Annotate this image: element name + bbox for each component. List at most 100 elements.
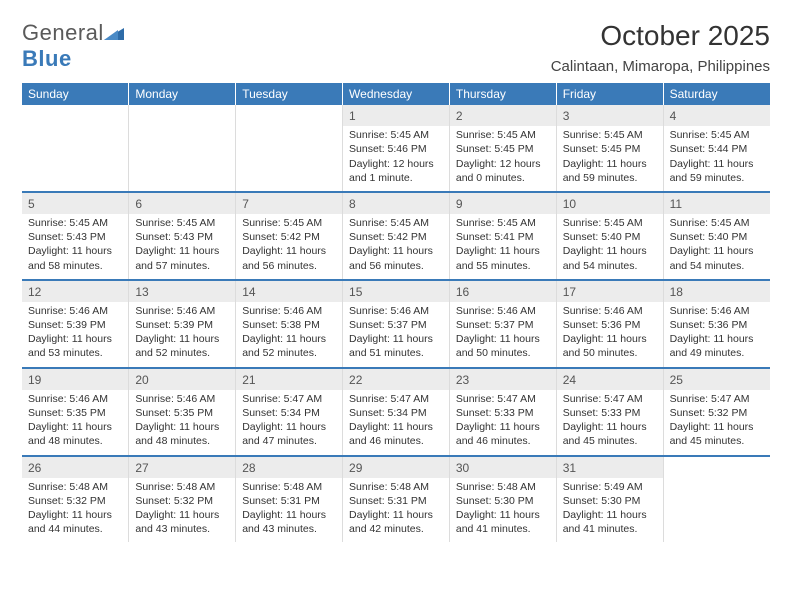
day-detail-cell: Sunrise: 5:46 AMSunset: 5:36 PMDaylight:… <box>663 302 770 368</box>
day-number-cell: 5 <box>22 192 129 214</box>
sunset-text: Sunset: 5:42 PM <box>349 230 443 244</box>
day-number: 12 <box>22 281 128 302</box>
logo-word-b: Blue <box>22 46 72 71</box>
location-text: Calintaan, Mimaropa, Philippines <box>551 58 770 75</box>
daylight-text: Daylight: 11 hours and 50 minutes. <box>456 332 550 360</box>
day-number-cell: 13 <box>129 280 236 302</box>
day-number-cell: 11 <box>663 192 770 214</box>
daylight-text: Daylight: 11 hours and 47 minutes. <box>242 420 336 448</box>
day-detail-cell: Sunrise: 5:46 AMSunset: 5:39 PMDaylight:… <box>22 302 129 368</box>
day-detail-cell: Sunrise: 5:45 AMSunset: 5:43 PMDaylight:… <box>22 214 129 280</box>
day-number-cell: 30 <box>449 456 556 478</box>
sunset-text: Sunset: 5:38 PM <box>242 318 336 332</box>
day-detail-cell: Sunrise: 5:46 AMSunset: 5:36 PMDaylight:… <box>556 302 663 368</box>
sunrise-text: Sunrise: 5:46 AM <box>135 304 229 318</box>
page-title: October 2025 <box>551 20 770 52</box>
day-number-cell: 31 <box>556 456 663 478</box>
sunrise-text: Sunrise: 5:45 AM <box>456 128 550 142</box>
daylight-text: Daylight: 11 hours and 46 minutes. <box>456 420 550 448</box>
sunrise-text: Sunrise: 5:45 AM <box>28 216 122 230</box>
day-number-cell: 7 <box>236 192 343 214</box>
day-number: 16 <box>450 281 556 302</box>
weekday-header: Tuesday <box>236 83 343 105</box>
day-number-cell: 18 <box>663 280 770 302</box>
day-number-cell: 19 <box>22 368 129 390</box>
daylight-text: Daylight: 11 hours and 51 minutes. <box>349 332 443 360</box>
daylight-text: Daylight: 11 hours and 56 minutes. <box>242 244 336 272</box>
day-number-cell: 4 <box>663 105 770 126</box>
day-detail-cell: Sunrise: 5:45 AMSunset: 5:45 PMDaylight:… <box>449 126 556 192</box>
sunset-text: Sunset: 5:44 PM <box>670 142 764 156</box>
daylight-text: Daylight: 11 hours and 46 minutes. <box>349 420 443 448</box>
day-number-cell <box>236 105 343 126</box>
daylight-text: Daylight: 11 hours and 58 minutes. <box>28 244 122 272</box>
sunset-text: Sunset: 5:42 PM <box>242 230 336 244</box>
sunrise-text: Sunrise: 5:46 AM <box>563 304 657 318</box>
weekday-header: Friday <box>556 83 663 105</box>
sunrise-text: Sunrise: 5:49 AM <box>563 480 657 494</box>
sunset-text: Sunset: 5:32 PM <box>670 406 764 420</box>
sunset-text: Sunset: 5:30 PM <box>456 494 550 508</box>
day-number: 28 <box>236 457 342 478</box>
sunrise-text: Sunrise: 5:46 AM <box>349 304 443 318</box>
day-detail-cell: Sunrise: 5:46 AMSunset: 5:35 PMDaylight:… <box>129 390 236 456</box>
day-number: 10 <box>557 193 663 214</box>
day-number: 18 <box>664 281 770 302</box>
logo-text: GeneralBlue <box>22 20 124 72</box>
day-number: 23 <box>450 369 556 390</box>
sunset-text: Sunset: 5:31 PM <box>242 494 336 508</box>
weekday-header: Monday <box>129 83 236 105</box>
detail-row: Sunrise: 5:45 AMSunset: 5:46 PMDaylight:… <box>22 126 770 192</box>
daylight-text: Daylight: 12 hours and 1 minute. <box>349 157 443 185</box>
weekday-header-row: Sunday Monday Tuesday Wednesday Thursday… <box>22 83 770 105</box>
day-number-cell <box>129 105 236 126</box>
sunset-text: Sunset: 5:36 PM <box>563 318 657 332</box>
sunrise-text: Sunrise: 5:48 AM <box>135 480 229 494</box>
day-detail-cell: Sunrise: 5:48 AMSunset: 5:31 PMDaylight:… <box>236 478 343 543</box>
daylight-text: Daylight: 11 hours and 42 minutes. <box>349 508 443 536</box>
day-number-cell: 23 <box>449 368 556 390</box>
daylight-text: Daylight: 11 hours and 41 minutes. <box>456 508 550 536</box>
day-detail-cell: Sunrise: 5:45 AMSunset: 5:40 PMDaylight:… <box>556 214 663 280</box>
sunrise-text: Sunrise: 5:45 AM <box>349 216 443 230</box>
sunrise-text: Sunrise: 5:46 AM <box>670 304 764 318</box>
day-number-cell: 26 <box>22 456 129 478</box>
daylight-text: Daylight: 11 hours and 52 minutes. <box>242 332 336 360</box>
daylight-text: Daylight: 12 hours and 0 minutes. <box>456 157 550 185</box>
sunrise-text: Sunrise: 5:45 AM <box>670 216 764 230</box>
daynum-row: 1234 <box>22 105 770 126</box>
sunrise-text: Sunrise: 5:46 AM <box>456 304 550 318</box>
sunrise-text: Sunrise: 5:46 AM <box>28 304 122 318</box>
day-number-cell: 20 <box>129 368 236 390</box>
day-detail-cell: Sunrise: 5:47 AMSunset: 5:33 PMDaylight:… <box>556 390 663 456</box>
daylight-text: Daylight: 11 hours and 43 minutes. <box>135 508 229 536</box>
day-number: 17 <box>557 281 663 302</box>
sunset-text: Sunset: 5:35 PM <box>28 406 122 420</box>
day-number: 9 <box>450 193 556 214</box>
day-detail-cell <box>663 478 770 543</box>
sunrise-text: Sunrise: 5:45 AM <box>242 216 336 230</box>
day-number-cell: 27 <box>129 456 236 478</box>
daylight-text: Daylight: 11 hours and 55 minutes. <box>456 244 550 272</box>
sunset-text: Sunset: 5:45 PM <box>563 142 657 156</box>
sunrise-text: Sunrise: 5:47 AM <box>456 392 550 406</box>
sunrise-text: Sunrise: 5:47 AM <box>670 392 764 406</box>
sunset-text: Sunset: 5:33 PM <box>456 406 550 420</box>
sunset-text: Sunset: 5:31 PM <box>349 494 443 508</box>
daylight-text: Daylight: 11 hours and 50 minutes. <box>563 332 657 360</box>
day-number: 22 <box>343 369 449 390</box>
day-detail-cell: Sunrise: 5:45 AMSunset: 5:40 PMDaylight:… <box>663 214 770 280</box>
day-number-cell: 15 <box>343 280 450 302</box>
sunrise-text: Sunrise: 5:46 AM <box>242 304 336 318</box>
day-number: 8 <box>343 193 449 214</box>
sunset-text: Sunset: 5:43 PM <box>28 230 122 244</box>
day-number-cell: 10 <box>556 192 663 214</box>
header: GeneralBlue October 2025 Calintaan, Mima… <box>22 20 770 75</box>
daylight-text: Daylight: 11 hours and 48 minutes. <box>135 420 229 448</box>
day-detail-cell: Sunrise: 5:47 AMSunset: 5:32 PMDaylight:… <box>663 390 770 456</box>
day-number: 30 <box>450 457 556 478</box>
day-detail-cell: Sunrise: 5:45 AMSunset: 5:44 PMDaylight:… <box>663 126 770 192</box>
day-number: 15 <box>343 281 449 302</box>
day-number: 25 <box>664 369 770 390</box>
calendar-table: Sunday Monday Tuesday Wednesday Thursday… <box>22 83 770 542</box>
